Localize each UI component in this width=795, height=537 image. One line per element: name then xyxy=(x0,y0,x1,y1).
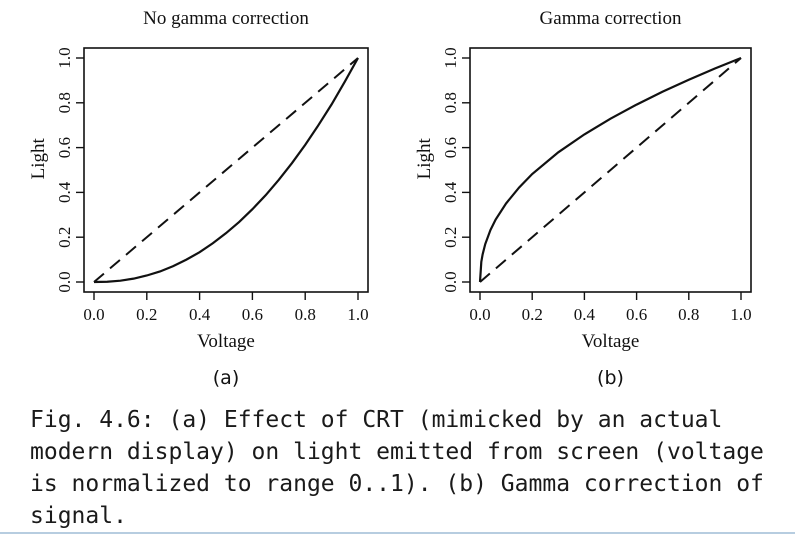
panel-a-title: No gamma correction xyxy=(143,8,309,29)
panel-b-response-curve xyxy=(478,56,742,283)
panel-a-linear-reference-line xyxy=(93,57,359,283)
panel-b-sublabel: (b) xyxy=(597,367,624,389)
figure-caption: Fig. 4.6: (a) Effect of CRT (mimicked by… xyxy=(30,407,764,529)
panel-a-y-tick-label: 0.2 xyxy=(55,227,74,248)
panel-b-title: Gamma correction xyxy=(540,8,682,29)
panel-b-x-axis-label: Voltage xyxy=(582,331,640,352)
panel-a-response-curve xyxy=(93,57,359,284)
panel-b-y-tick-label: 0.8 xyxy=(441,92,460,113)
panel-a-x-tick-label: 0.4 xyxy=(189,305,211,324)
panel-a-x-tick-label: 0.8 xyxy=(295,305,316,324)
panel-b-x-tick-label: 0.0 xyxy=(469,305,490,324)
figure: No gamma correction 0.0 0.2 0.4 0.6 0.8 1.0 0.0… xyxy=(28,8,752,389)
panel-a-x-tick-label: 0.2 xyxy=(136,305,157,324)
panel-b-y-tick-label: 0.0 xyxy=(441,271,460,292)
panel-b-x-tick-label: 0.6 xyxy=(626,305,647,324)
panel-a-x-tick-label: 0.6 xyxy=(242,305,263,324)
panel-b-x-tick-label: 0.2 xyxy=(522,305,543,324)
panel-b-x-tick-label: 0.8 xyxy=(678,305,699,324)
panel-b-x-tick-label: 0.4 xyxy=(574,305,596,324)
panel-b-y-tick-label: 1.0 xyxy=(441,47,460,68)
panel-b: Gamma correction 0.0 0.2 0.4 0.6 0.8 1.0 0.0 0.2… xyxy=(414,8,752,389)
panel-a-y-tick-label: 0.0 xyxy=(55,271,74,292)
panel-a-y-tick-label: 0.6 xyxy=(55,137,74,158)
panel-b-plot-frame xyxy=(469,47,752,293)
panel-a-x-tick-label: 1.0 xyxy=(347,305,368,324)
panel-b-x-tick-label: 1.0 xyxy=(730,305,751,324)
panel-a-plot-frame xyxy=(83,47,369,293)
panel-a-y-tick-label: 1.0 xyxy=(55,47,74,68)
panel-a-sublabel: (a) xyxy=(213,367,239,389)
panel-b-y-tick-label: 0.4 xyxy=(441,181,460,203)
panel-b-y-axis-label: Light xyxy=(414,138,435,180)
divider xyxy=(0,532,795,534)
panel-b-y-tick-label: 0.6 xyxy=(441,137,460,158)
panel-b-y-tick-label: 0.2 xyxy=(441,227,460,248)
panel-a-x-tick-label: 0.0 xyxy=(83,305,104,324)
panel-a-y-axis-label: Light xyxy=(28,138,49,180)
panel-a-y-tick-label: 0.4 xyxy=(55,181,74,203)
panel-a: No gamma correction 0.0 0.2 0.4 0.6 0.8 1.0 0.0… xyxy=(28,8,369,389)
panel-a-x-axis-label: Voltage xyxy=(197,331,255,352)
panel-b-linear-reference-line xyxy=(479,57,742,283)
panel-a-y-tick-label: 0.8 xyxy=(55,92,74,113)
